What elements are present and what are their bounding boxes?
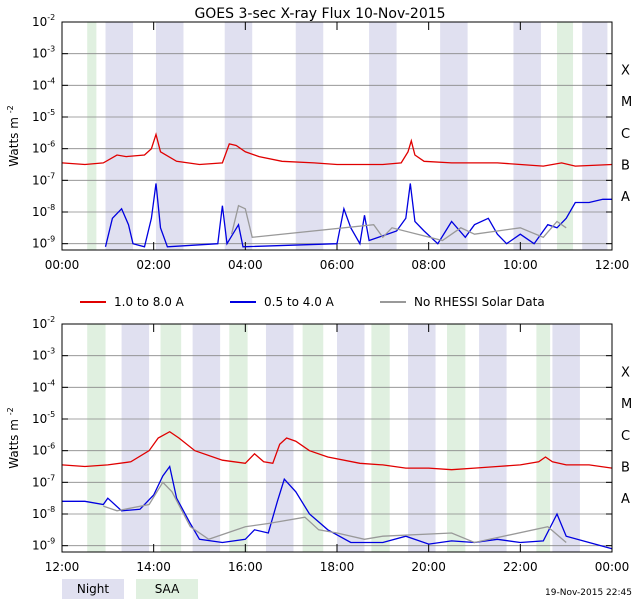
y-tick-label: 10-4 — [32, 378, 55, 394]
series-line — [104, 183, 612, 248]
x-tick-label: 18:00 — [320, 560, 355, 574]
flare-class-label: B — [621, 159, 630, 174]
y-tick-label: 10-6 — [32, 442, 55, 458]
x-tick-label: 02:00 — [136, 258, 171, 272]
y-tick-label: 10-4 — [32, 76, 55, 92]
band-legend-label: SAA — [155, 582, 180, 596]
y-tick-label: 10-8 — [32, 203, 55, 219]
plot-panel-1: 10-2 10-3 10-4 10-5 10-6 10-7 10-8 10-9 X M C B A 00:… — [6, 13, 632, 272]
y-tick-label: 10-9 — [32, 537, 55, 553]
legend-label: 0.5 to 4.0 A — [264, 295, 335, 309]
x-tick-label: 10:00 — [503, 258, 538, 272]
x-tick-label: 06:00 — [320, 258, 355, 272]
flare-class-label: B — [621, 461, 630, 476]
night-band — [513, 22, 541, 250]
y-tick-label: 10-6 — [32, 140, 55, 156]
band-legend: Night SAA — [62, 579, 198, 599]
night-band — [105, 22, 134, 250]
night-band — [582, 22, 608, 250]
x-tick-label: 14:00 — [136, 560, 171, 574]
saa-band — [229, 324, 248, 552]
y-tick-label: 10-7 — [32, 171, 55, 187]
night-band — [552, 324, 580, 552]
y-tick-label: 10-5 — [32, 410, 55, 426]
x-tick-label: 22:00 — [503, 560, 538, 574]
plot-frame — [61, 323, 613, 553]
saa-band — [87, 22, 97, 250]
series-line — [61, 132, 613, 167]
night-band — [440, 22, 468, 250]
chart-title: GOES 3-sec X-ray Flux 10-Nov-2015 — [194, 6, 445, 22]
saa-band — [447, 324, 466, 552]
night-band — [295, 22, 324, 250]
y-axis-label: Watts m -2 — [6, 105, 21, 166]
y-tick-label: 10-8 — [32, 505, 55, 521]
flare-class-label: A — [621, 190, 630, 205]
night-band — [224, 22, 253, 250]
band-legend-swatch — [62, 579, 124, 599]
y-tick-label: 10-2 — [32, 13, 55, 29]
x-tick-label: 08:00 — [411, 258, 446, 272]
x-tick-label: 12:00 — [45, 560, 80, 574]
y-tick-label: 10-5 — [32, 108, 55, 124]
y-tick-label: 10-3 — [32, 347, 55, 363]
flare-class-label: M — [621, 95, 632, 110]
band-legend-label: Night — [77, 582, 110, 596]
series-line — [103, 481, 567, 544]
night-band — [265, 324, 294, 552]
saa-band — [371, 324, 390, 552]
series-line — [61, 430, 613, 471]
x-tick-label: 00:00 — [595, 560, 630, 574]
night-band — [479, 324, 507, 552]
y-tick-label: 10-9 — [32, 235, 55, 251]
legend-label: No RHESSI Solar Data — [414, 295, 545, 309]
flare-class-label: X — [621, 366, 630, 381]
saa-band — [557, 22, 574, 250]
flare-class-label: X — [621, 64, 630, 79]
night-band — [121, 324, 150, 552]
series-legend: 1.0 to 8.0 A 0.5 to 4.0 A No RHESSI Solar … — [80, 295, 545, 309]
legend-label: 1.0 to 8.0 A — [114, 295, 185, 309]
y-tick-label: 10-7 — [32, 473, 55, 489]
night-band — [408, 324, 436, 552]
x-tick-label: 20:00 — [411, 560, 446, 574]
generation-timestamp: 19-Nov-2015 22:45 — [545, 588, 632, 598]
night-band — [155, 22, 184, 250]
y-tick-label: 10-2 — [32, 315, 55, 331]
x-tick-label: 12:00 — [595, 258, 630, 272]
x-tick-label: 16:00 — [228, 560, 263, 574]
night-band — [369, 22, 397, 250]
y-axis-label: Watts m -2 — [6, 407, 21, 468]
x-tick-label: 04:00 — [228, 258, 263, 272]
night-band — [192, 324, 221, 552]
series-line — [230, 204, 567, 242]
flare-class-label: M — [621, 397, 632, 412]
saa-band — [536, 324, 551, 552]
plot-frame — [61, 21, 613, 251]
y-tick-label: 10-3 — [32, 45, 55, 61]
night-band — [337, 324, 365, 552]
flare-class-label: C — [621, 127, 630, 142]
flare-class-label: A — [621, 492, 630, 507]
series-line — [62, 464, 613, 550]
saa-band — [87, 324, 106, 552]
band-legend-swatch — [136, 579, 198, 599]
plot-panel-2: 10-2 10-3 10-4 10-5 10-6 10-7 10-8 10-9 X M C B A 12:… — [6, 315, 632, 574]
saa-band — [302, 324, 324, 552]
x-tick-label: 00:00 — [45, 258, 80, 272]
flare-class-label: C — [621, 429, 630, 444]
